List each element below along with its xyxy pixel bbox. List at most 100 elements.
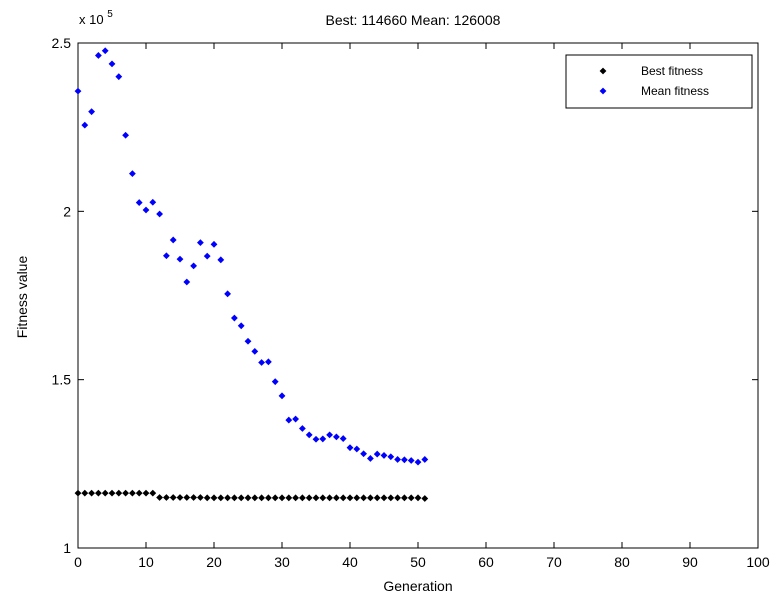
data-point [360, 450, 367, 458]
data-point [367, 494, 374, 502]
chart-title: Best: 114660 Mean: 126008 [326, 12, 501, 28]
data-point [149, 489, 157, 497]
data-point [251, 347, 259, 355]
data-point [88, 108, 95, 116]
data-point [224, 290, 231, 298]
data-point [265, 358, 272, 366]
data-point [326, 494, 333, 502]
data-point [169, 494, 177, 501]
data-point [346, 444, 354, 452]
data-point [115, 73, 123, 81]
data-point [210, 494, 218, 502]
data-point [88, 489, 95, 497]
data-point [217, 256, 225, 264]
data-point [237, 322, 245, 330]
x-tick-label: 100 [746, 554, 770, 570]
data-point [135, 489, 143, 497]
data-point [149, 198, 157, 206]
data-point [421, 456, 429, 463]
data-point [183, 278, 191, 286]
data-point [271, 378, 279, 386]
x-tick-label: 60 [478, 554, 494, 570]
data-point [339, 494, 347, 502]
data-point [292, 415, 299, 423]
data-point [407, 457, 415, 464]
x-axis-label: Generation [383, 578, 452, 594]
data-point [292, 494, 299, 502]
data-point [231, 314, 238, 322]
data-point [142, 489, 150, 497]
x-tick-label: 40 [342, 554, 358, 570]
data-point [251, 494, 259, 502]
x-tick-label: 0 [74, 554, 82, 570]
data-point [305, 494, 313, 502]
y-tick-label: 1 [63, 540, 71, 556]
data-point [380, 494, 388, 502]
data-point [108, 489, 116, 497]
x-tick-label: 80 [614, 554, 630, 570]
legend-label: Best fitness [641, 64, 703, 78]
data-point [122, 131, 129, 139]
data-point [217, 494, 225, 502]
x-tick-label: 50 [410, 554, 426, 570]
data-point [237, 494, 245, 502]
data-point [142, 206, 150, 214]
data-point [163, 252, 170, 260]
data-point [421, 495, 429, 502]
data-point [115, 489, 123, 497]
data-point [101, 489, 109, 497]
data-point [224, 494, 231, 502]
data-point [326, 431, 333, 439]
data-point [319, 494, 327, 502]
data-point [333, 433, 340, 441]
data-point [407, 494, 415, 502]
x-tick-label: 30 [274, 554, 290, 570]
data-point [203, 494, 211, 502]
y-multiplier-base: x 10 [79, 12, 104, 27]
data-point [353, 494, 361, 502]
data-point [312, 494, 320, 502]
data-point [129, 170, 136, 178]
data-point [265, 494, 272, 502]
data-point [108, 60, 116, 68]
data-point [190, 262, 197, 270]
data-point [394, 456, 401, 463]
data-point [380, 452, 388, 459]
data-point [312, 435, 320, 443]
data-point [346, 494, 354, 502]
data-point [101, 47, 109, 55]
data-point [333, 494, 340, 502]
data-point [367, 455, 374, 462]
series-layer [74, 47, 429, 502]
series-best-fitness [74, 489, 429, 502]
data-point [244, 494, 252, 502]
data-point [81, 489, 89, 497]
data-point [122, 489, 129, 497]
data-point [299, 494, 306, 502]
data-point [299, 425, 306, 432]
series-mean-fitness [74, 47, 429, 466]
data-point [95, 52, 102, 59]
data-point [210, 240, 218, 248]
data-point [231, 494, 238, 502]
data-point [387, 453, 395, 461]
legend: Best fitness Mean fitness [565, 54, 753, 109]
y-multiplier: x 10 5 [79, 9, 113, 27]
data-point [156, 210, 163, 218]
data-point [135, 199, 143, 206]
legend-marker [599, 67, 607, 75]
y-tick-label: 2.5 [52, 35, 72, 51]
data-point [95, 489, 102, 497]
x-tick-label: 70 [546, 554, 562, 570]
x-tick-label: 20 [206, 554, 222, 570]
data-point [387, 494, 395, 502]
data-point [176, 494, 184, 501]
data-point [305, 431, 313, 439]
legend-marker [599, 87, 607, 95]
data-point [74, 87, 82, 95]
data-point [319, 435, 327, 443]
data-point [176, 255, 184, 263]
data-point [271, 494, 279, 502]
data-point [258, 359, 265, 366]
